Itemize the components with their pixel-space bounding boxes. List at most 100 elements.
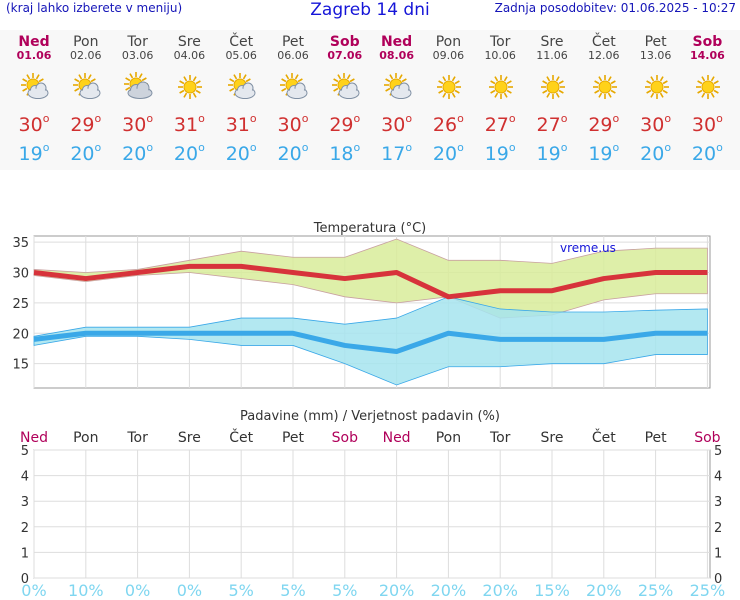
probability-label: 0% [177,581,202,600]
degree-sign: o [301,141,309,154]
day-name: Pon [73,34,99,50]
min-temperature: 18o [329,141,361,165]
probability-label: 10% [68,581,104,600]
day-date: 06.06 [277,49,309,62]
min-temperature: 20o [173,141,205,165]
y-tick-label-right: 1 [714,546,722,561]
day-column: Pet 13.06 30o 20o [630,30,682,170]
x-tick-label: Sob [332,430,358,446]
probability-label: 5% [280,581,305,600]
sun-icon [644,75,669,99]
min-temperature: 20o [122,141,154,165]
degree-sign: o [508,112,516,125]
degree-sign: o [612,141,620,154]
max-temperature: 27o [484,112,516,136]
max-temperature: 30o [277,112,309,136]
day-column: Čet 12.06 29o 19o [578,30,630,170]
degree-sign: o [664,112,672,125]
y-tick-label-right: 5 [714,444,722,459]
day-date: 04.06 [173,49,206,62]
partly-cloudy-sun-icon [228,73,256,99]
max-temperature: 30o [122,112,154,136]
chart-title: Padavine (mm) / Verjetnost padavin (%) [240,409,500,424]
day-date: 13.06 [639,49,672,62]
sun-icon [437,75,462,99]
day-column: Tor 03.06 30o 20o [112,30,164,170]
partly-cloudy-sun-icon [21,73,49,99]
x-tick-label: Sob [694,430,720,446]
day-name: Ned [18,34,50,50]
y-tick-label-right: 2 [714,521,722,536]
min-temperature: 20o [691,141,723,165]
partly-cloudy-sun-icon [383,73,412,99]
probability-label: 5% [229,581,254,600]
chart-title: Temperatura (°C) [313,221,426,236]
day-name: Sob [692,34,723,50]
probability-label: 20% [482,581,518,600]
day-column: Pon 09.06 26o 20o [422,30,474,170]
degree-sign: o [716,141,723,154]
day-date: 02.06 [70,49,102,62]
max-temperature: 30o [640,112,672,136]
min-range-band [33,296,708,386]
min-temperature: 20o [432,141,464,165]
day-date: 01.06 [16,49,52,62]
x-tick-label: Tor [489,430,511,446]
probability-label: 20% [379,581,415,600]
location-menu-hint[interactable]: (kraj lahko izberete v meniju) [6,1,183,15]
y-tick-label: 3 [21,495,29,510]
day-date: 08.06 [379,49,414,62]
precipitation-chart: Padavine (mm) / Verjetnost padavin (%) Ne… [20,409,725,600]
y-tick-label: 25 [12,297,29,312]
sun-icon [489,75,514,99]
degree-sign: o [94,112,102,125]
y-tick-label-right: 3 [714,495,722,510]
plot-area [33,449,711,579]
daily-forecast-strip: Ned 01.06 30o 19o Pon 02.06 29o 20o Tor 03.06 30o 2… [0,30,740,170]
day-column: Čet 05.06 31o 20o [215,30,267,170]
day-date: 11.06 [536,49,568,62]
day-column: Sre 04.06 31o 20o [163,30,215,170]
y-tick-label: 0 [21,572,29,587]
day-date: 05.06 [225,49,257,62]
y-tick-label: 20 [12,327,29,342]
day-column: Tor 10.06 27o 19o [474,30,526,170]
day-name: Pet [281,34,305,50]
x-tick-label: Sre [541,430,564,446]
partly-cloudy-sun-icon [72,73,101,99]
probability-label: 20% [431,581,467,600]
max-temperature: 30o [18,112,50,136]
partly-cloudy-sun-icon [280,73,308,99]
max-temperature: 31o [173,112,205,136]
page-title: Zagreb 14 dni [310,0,430,20]
day-name: Tor [489,34,511,50]
degree-sign: o [457,141,464,154]
degree-sign: o [146,112,154,125]
sun-icon [696,75,721,99]
day-date: 07.06 [327,49,363,62]
probability-label: 0% [21,581,46,600]
degree-sign: o [508,141,516,154]
degree-sign: o [249,112,257,125]
degree-sign: o [405,141,413,154]
day-name: Tor [127,34,148,50]
day-column: Ned 08.06 30o 17o [371,30,423,170]
min-temperature: 19o [536,141,568,165]
sun-icon [178,75,203,99]
max-temperature: 30o [381,112,413,136]
max-temperature: 30o [691,112,723,136]
day-column: Sob 14.06 30o 20o [681,30,733,170]
probability-label: 20% [586,581,622,600]
day-column: Sob 07.06 29o 18o [319,30,371,170]
degree-sign: o [249,141,257,154]
x-tick-label: Pon [73,430,98,446]
day-date: 09.06 [432,49,465,62]
min-temperature: 19o [588,141,620,165]
x-tick-label: Čet [229,428,253,446]
day-column: Ned 01.06 30o 19o [8,30,60,170]
x-tick-label: Sre [178,430,201,446]
min-temperature: 19o [18,141,50,165]
degree-sign: o [560,141,568,154]
day-name: Sre [540,34,564,50]
temperature-chart: Temperatura (°C) 15 20 25 30 35 vreme.us [12,221,711,389]
